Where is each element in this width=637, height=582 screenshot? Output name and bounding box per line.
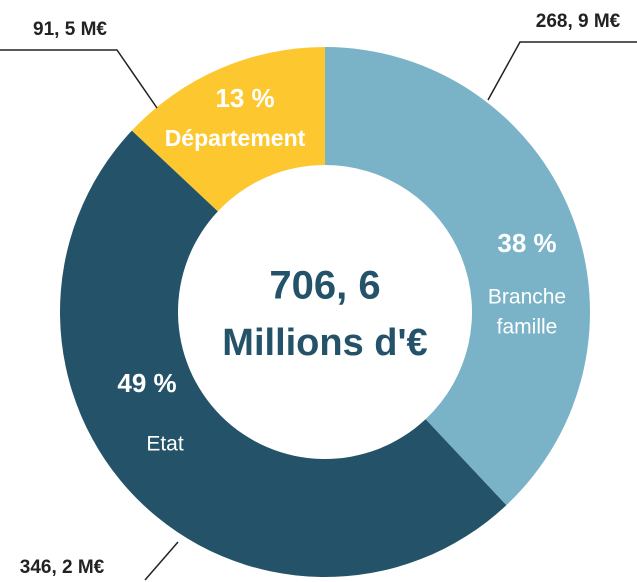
percent-label: 13 % xyxy=(215,83,274,113)
donut-segment xyxy=(59,130,507,578)
category-label: famille xyxy=(497,316,558,339)
center-unit: Millions d'€ xyxy=(222,322,427,364)
amount-annotation: 91, 5 M€ xyxy=(33,19,107,40)
amount-annotation: 346, 2 M€ xyxy=(20,557,105,578)
percent-label: 49 % xyxy=(117,368,176,398)
leader-line xyxy=(487,41,637,101)
percent-label: 38 % xyxy=(497,228,556,258)
category-label: Etat xyxy=(146,433,184,456)
donut-segment xyxy=(131,47,325,212)
center-value: 706, 6 xyxy=(269,264,380,308)
amount-annotation: 268, 9 M€ xyxy=(536,11,621,32)
leader-line xyxy=(0,49,158,109)
donut-segment xyxy=(325,47,590,506)
category-label: Département xyxy=(165,125,306,151)
leader-line xyxy=(144,541,179,581)
category-label: Branche xyxy=(488,286,566,309)
